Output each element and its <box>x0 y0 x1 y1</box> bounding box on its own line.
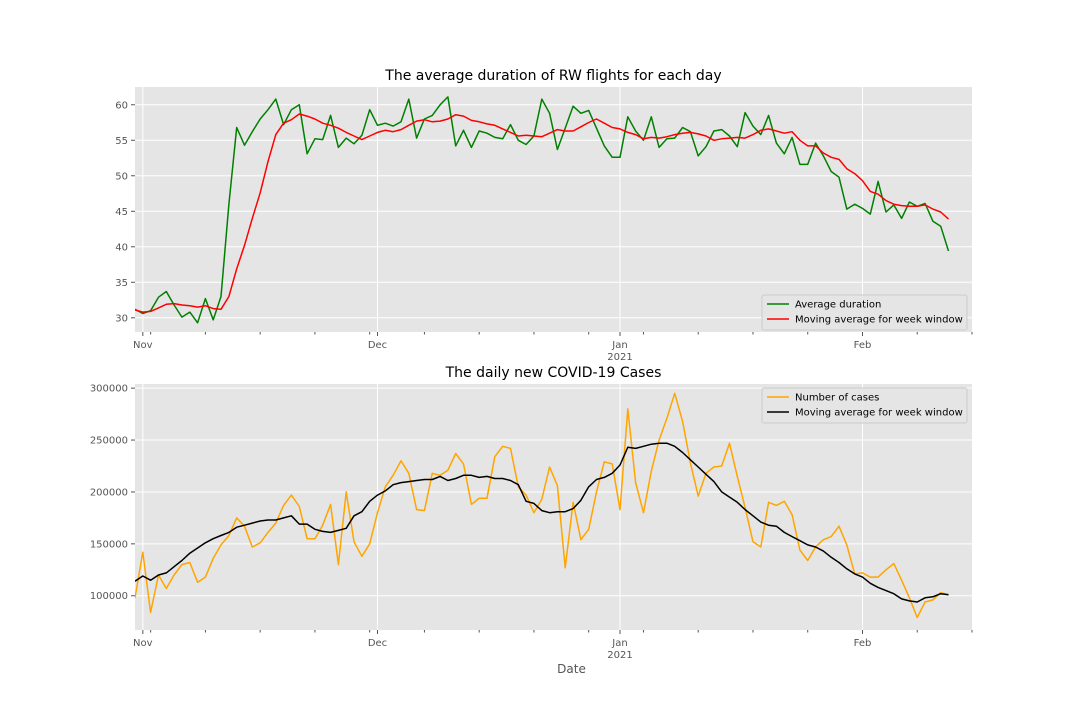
x-tick-label: Jan <box>611 638 627 649</box>
chart-title: The daily new COVID-19 Cases <box>445 365 662 381</box>
series-line-moving-average <box>135 442 949 603</box>
x-axis-label: Date <box>557 662 586 676</box>
y-tick-label: 40 <box>115 242 128 253</box>
y-tick-label: 30 <box>115 313 128 324</box>
x-tick-year-label: 2021 <box>607 352 632 363</box>
x-tick-label: Nov <box>133 638 153 649</box>
legend-label: Number of cases <box>795 393 879 404</box>
legend-label: Moving average for week window <box>795 408 963 419</box>
x-tick-label: Feb <box>854 638 872 649</box>
plot-area <box>135 87 972 332</box>
legend: Number of cases Moving average for week w… <box>761 387 968 424</box>
legend-box <box>761 387 968 424</box>
y-tick-label: 100000 <box>90 591 128 602</box>
y-tick-label: 250000 <box>90 436 128 447</box>
x-tick-label: Dec <box>368 638 387 649</box>
y-tick-label: 200000 <box>90 487 128 498</box>
legend-label: Average duration <box>795 300 881 311</box>
covid-cases-chart: The daily new COVID-19 Cases 100000 150000… <box>90 365 973 676</box>
series-line-primary <box>135 392 949 619</box>
y-tick-label: 35 <box>115 278 128 289</box>
y-tick-label: 55 <box>115 136 128 147</box>
chart-title: The average duration of RW flights for e… <box>384 68 721 84</box>
y-tick-label: 60 <box>115 100 128 111</box>
plot-area <box>135 384 972 630</box>
y-tick-label: 50 <box>115 171 128 182</box>
y-tick-label: 300000 <box>90 384 128 395</box>
x-tick-label: Dec <box>368 340 387 351</box>
y-tick-label: 150000 <box>90 539 128 550</box>
legend-label: Moving average for week window <box>795 315 963 326</box>
x-tick-year-label: 2021 <box>607 650 632 661</box>
x-tick-label: Jan <box>611 340 627 351</box>
y-tick-label: 45 <box>115 207 128 218</box>
x-tick-label: Nov <box>133 340 153 351</box>
legend: Average duration Moving average for week … <box>761 294 968 331</box>
legend-box <box>761 294 968 331</box>
series-line-moving-average <box>135 113 950 313</box>
flight-duration-chart: The average duration of RW flights for e… <box>115 68 973 363</box>
x-tick-label: Feb <box>854 340 872 351</box>
series-line-primary <box>135 96 950 324</box>
